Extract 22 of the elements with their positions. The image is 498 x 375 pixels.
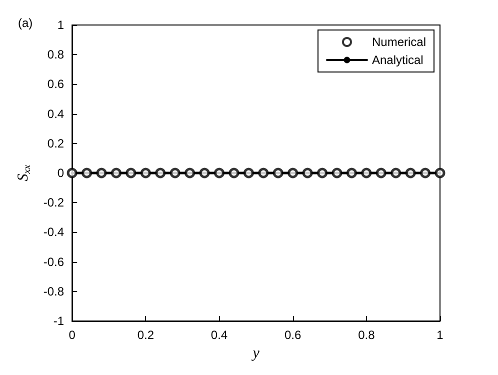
y-tick-label: 0.8 (47, 48, 64, 62)
y-tick-label: 0.4 (47, 106, 64, 121)
x-tick-label: 0.6 (284, 328, 302, 342)
x-tick-label: 0.8 (358, 328, 376, 342)
legend-label: Numerical (372, 35, 426, 49)
y-tick-label: -0.8 (43, 284, 64, 298)
x-tick-label: 0.2 (137, 328, 154, 342)
x-axis-title: y (250, 345, 260, 362)
y-tick-label: 0 (57, 166, 64, 180)
y-tick-label: -1 (53, 314, 64, 328)
legend-label: Analytical (372, 53, 424, 67)
y-tick-label: 0.6 (47, 77, 64, 92)
y-tick-label: -0.2 (43, 196, 64, 210)
y-tick-label: -0.6 (43, 254, 64, 269)
y-tick-label: 0.2 (47, 136, 64, 150)
x-tick-label: 0 (68, 328, 76, 342)
y-axis-title: Sxx (16, 164, 33, 182)
x-tick-label: 0.4 (210, 328, 228, 342)
text: (a) (18, 16, 33, 30)
y-tick-label: -0.4 (43, 225, 64, 240)
y-tick-label: 1 (57, 18, 64, 32)
x-tick-label: 1 (436, 328, 444, 342)
